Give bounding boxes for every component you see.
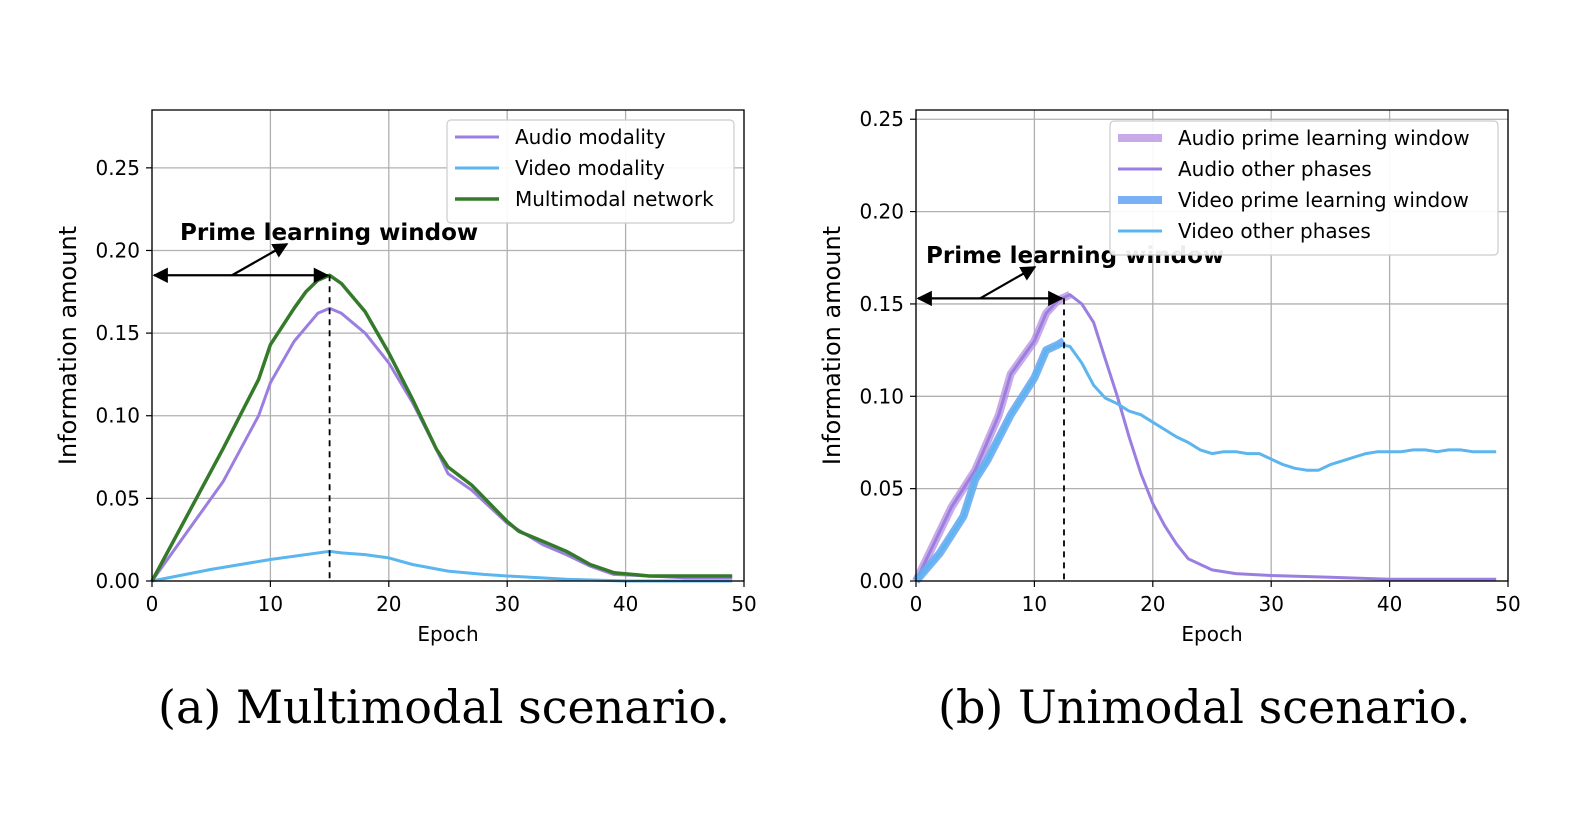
x-tick-label: 0 [146, 592, 159, 616]
y-tick-label: 0.10 [859, 384, 904, 408]
x-tick-label: 10 [258, 592, 283, 616]
prime-window-annotation: Prime learning window [152, 220, 478, 581]
legend-label: Audio modality [515, 125, 666, 149]
chart-1: 0 10 20 30 40 50 0.00 0.05 0.10 0.15 0.20 0.25 Epoch… [818, 107, 1521, 646]
y-axis-label: Information amount [818, 226, 846, 465]
legend-box [1109, 120, 1499, 256]
series-line-0 [912, 291, 1072, 583]
y-tick-label: 0.10 [95, 404, 140, 428]
legend-box [446, 119, 735, 224]
y-tick-label: 0.05 [859, 477, 904, 501]
x-tick-label: 20 [1140, 592, 1165, 616]
legend-label: Audio prime learning window [1178, 126, 1470, 150]
x-tick-label: 0 [910, 592, 923, 616]
legend: Audio modality Video modality Multimodal n… [446, 119, 735, 224]
series-line-2 [912, 337, 1067, 584]
pointer-arrow [231, 243, 289, 277]
annotation-text: Prime learning window [180, 220, 478, 246]
x-tick-label: 10 [1022, 592, 1047, 616]
prime-window-annotation: Prime learning window [916, 243, 1224, 581]
x-axis-label: Epoch [417, 622, 478, 646]
legend-label: Video prime learning window [1178, 188, 1469, 212]
y-tick-label: 0.00 [859, 569, 904, 593]
caption-a: (a) Multimodal scenario. [158, 680, 730, 734]
caption-b: (b) Unimodal scenario. [938, 680, 1471, 734]
y-tick-label: 0.05 [95, 486, 140, 510]
y-tick-label: 0.25 [859, 107, 904, 131]
pointer-arrow [979, 266, 1037, 300]
x-tick-label: 30 [1258, 592, 1283, 616]
legend: Audio prime learning window Audio other p… [1109, 120, 1499, 256]
series-line-2 [150, 273, 733, 582]
x-tick-label: 40 [1377, 592, 1402, 616]
y-tick-label: 0.20 [859, 200, 904, 224]
x-tick-label: 20 [376, 592, 401, 616]
x-tick-label: 40 [613, 592, 638, 616]
y-tick-label: 0.20 [95, 238, 140, 262]
y-tick-label: 0.15 [95, 321, 140, 345]
series-line-0 [150, 306, 733, 582]
y-tick-label: 0.00 [95, 569, 140, 593]
y-axis-label: Information amount [54, 226, 82, 465]
axes-frame [915, 109, 1509, 582]
x-tick-label: 30 [494, 592, 519, 616]
legend-label: Video other phases [1178, 219, 1371, 243]
x-tick-label: 50 [1495, 592, 1520, 616]
series-line-3 [914, 343, 1497, 582]
x-axis-label: Epoch [1181, 622, 1242, 646]
legend-label: Audio other phases [1178, 157, 1372, 181]
y-tick-label: 0.15 [859, 292, 904, 316]
legend-label: Multimodal network [515, 187, 714, 211]
series-line-1 [914, 293, 1497, 582]
x-tick-label: 50 [731, 592, 756, 616]
chart-0: 0 10 20 30 40 50 0.00 0.05 0.10 0.15 0.20 0.25 Epoch… [54, 109, 757, 646]
y-tick-label: 0.25 [95, 156, 140, 180]
legend-label: Video modality [515, 156, 665, 180]
axes-frame [151, 109, 745, 582]
